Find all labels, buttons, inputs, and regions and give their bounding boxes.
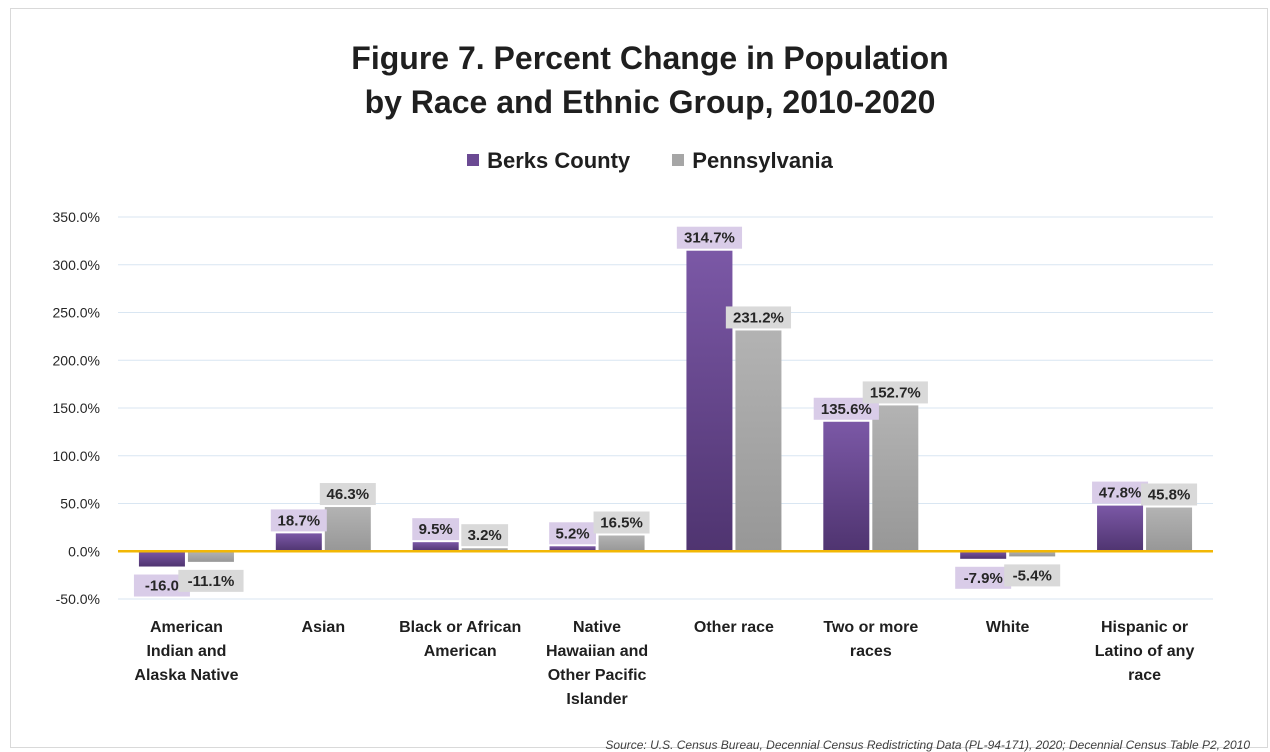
data-label-pennsylvania-7: 45.8% [1148,487,1191,504]
y-tick-label: 350.0% [53,209,100,225]
y-tick-label: 250.0% [53,305,100,321]
data-label-berks-2: 9.5% [419,521,453,538]
data-label-bg-pennsylvania-7 [1141,483,1198,506]
data-label-bg-pennsylvania-2 [461,524,509,547]
legend-item-berks: Berks County [467,148,630,174]
bar-pennsylvania-1 [324,507,371,552]
data-label-berks-0: -16.0 [145,578,179,595]
chart-title-line-1: Figure 7. Percent Change in Population [351,40,949,76]
bar-berks-1 [275,533,322,552]
x-category-label-3: Native [573,619,621,636]
x-category-label-7: Hispanic or [1101,619,1188,636]
x-category-label-7: race [1128,667,1161,684]
y-tick-label: 300.0% [53,257,100,273]
data-label-bg-berks-5 [813,397,879,420]
data-label-pennsylvania-1: 46.3% [327,486,370,503]
bar-pennsylvania-2 [461,548,508,552]
x-category-label-0: American [150,619,223,636]
data-label-pennsylvania-4: 231.2% [733,309,784,326]
bar-pennsylvania-6 [1009,551,1056,557]
x-category-label-6: White [986,619,1030,636]
bar-pennsylvania-7 [1146,507,1193,552]
x-category-label-4: Other race [694,619,774,636]
data-label-berks-7: 47.8% [1099,485,1142,502]
legend-swatch-berks [467,154,480,167]
bar-pennsylvania-0 [187,551,234,562]
bar-berks-7 [1097,505,1144,552]
chart-title: Figure 7. Percent Change in Population b… [0,36,1270,124]
y-tick-label: 150.0% [53,400,100,416]
legend-swatch-pennsylvania [672,154,685,167]
chart-title-line-2: by Race and Ethnic Group, 2010-2020 [364,84,936,120]
legend: Berks County Pennsylvania [0,148,1270,174]
data-label-pennsylvania-6: -5.4% [1013,567,1052,584]
x-category-label-5: races [850,643,892,660]
bar-pennsylvania-5 [872,405,919,552]
y-tick-label: -50.0% [56,591,100,607]
data-label-pennsylvania-2: 3.2% [468,527,502,544]
data-label-pennsylvania-3: 16.5% [600,514,643,531]
data-label-bg-berks-1 [270,509,327,532]
data-label-bg-pennsylvania-5 [862,381,928,404]
x-category-label-1: Asian [302,619,346,636]
data-label-berks-4: 314.7% [684,230,735,247]
data-label-bg-berks-4 [676,226,743,249]
data-label-bg-berks-0 [133,574,190,597]
y-tick-label: 0.0% [68,543,100,559]
legend-label-berks: Berks County [487,148,631,173]
bar-berks-2 [412,542,459,552]
bar-berks-3 [549,546,596,552]
data-label-bg-berks-7 [1092,481,1149,504]
bar-berks-6 [960,551,1007,559]
data-label-bg-pennsylvania-4 [725,306,792,329]
bar-pennsylvania-3 [598,535,645,552]
x-category-label-0: Alaska Native [134,667,238,684]
data-label-pennsylvania-5: 152.7% [870,384,921,401]
chart-frame [10,8,1268,748]
x-category-label-3: Other Pacific [548,667,647,684]
x-category-label-7: Latino of any [1095,643,1195,660]
data-label-berks-3: 5.2% [555,525,589,542]
legend-item-pennsylvania: Pennsylvania [672,148,833,174]
x-category-label-3: Islander [566,691,627,708]
bar-berks-5 [823,421,870,552]
y-tick-label: 50.0% [60,496,100,512]
x-category-label-2: Black or African [399,619,521,636]
x-category-label-2: American [424,643,497,660]
x-category-label-0: Indian and [146,643,226,660]
y-tick-label: 100.0% [53,448,100,464]
bar-pennsylvania-4 [735,330,782,552]
data-label-bg-berks-2 [412,518,460,541]
data-label-pennsylvania-0: -11.1% [188,573,235,590]
data-label-bg-berks-3 [549,522,596,545]
y-tick-label: 200.0% [53,352,100,368]
source-note: Source: U.S. Census Bureau, Decennial Ce… [605,738,1250,752]
data-label-berks-6: -7.9% [964,570,1003,587]
data-label-bg-berks-6 [955,566,1012,589]
legend-label-pennsylvania: Pennsylvania [692,148,833,173]
data-label-berks-1: 18.7% [278,512,321,529]
data-label-bg-pennsylvania-0 [178,569,244,592]
data-label-berks-5: 135.6% [821,401,872,418]
data-label-bg-pennsylvania-6 [1004,564,1061,587]
bar-berks-0 [138,551,185,567]
x-category-label-3: Hawaiian and [546,643,648,660]
data-label-bg-pennsylvania-1 [319,483,376,506]
data-label-bg-pennsylvania-3 [593,511,650,534]
bar-berks-4 [686,250,733,552]
x-category-label-5: Two or more [823,619,918,636]
